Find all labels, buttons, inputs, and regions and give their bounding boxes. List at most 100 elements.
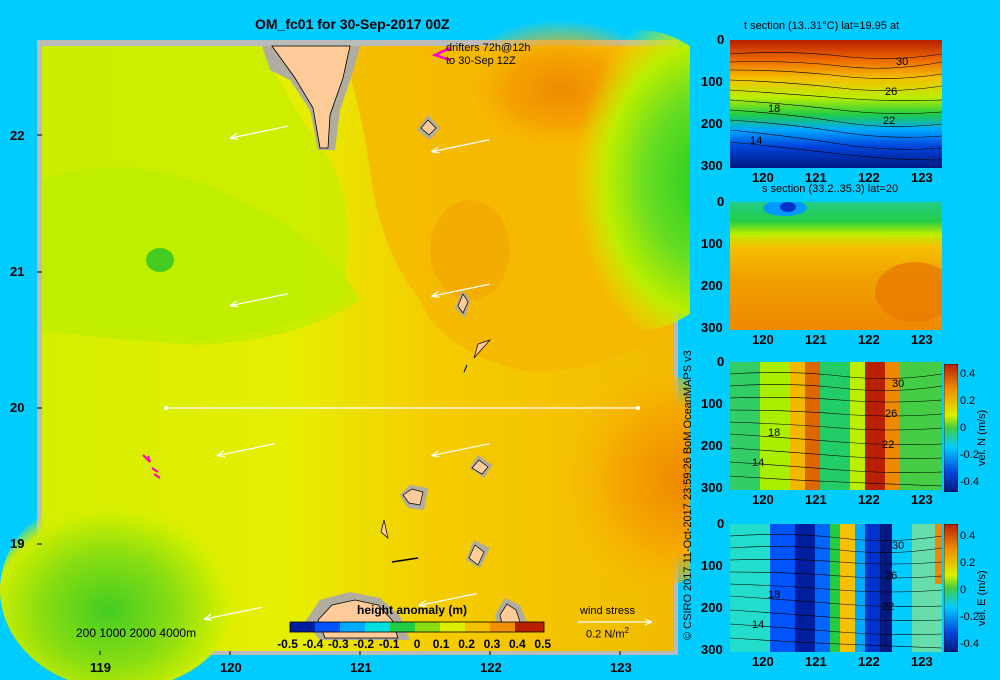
colorbar-tick-label: -0.3 [328, 637, 349, 651]
wind-stress-title: wind stress [580, 605, 636, 617]
section-y-tick-label: 0 [717, 354, 725, 369]
vel-colorbar-tick-label: 0.2 [960, 395, 976, 407]
vel-colorbar-tick-label: -0.2 [960, 449, 979, 461]
section-y-tick-label: 300 [701, 320, 723, 335]
colorbar-tick-label: 0.2 [458, 637, 475, 651]
section-y-tick-label: 0 [717, 32, 725, 47]
t-contour-label: 22 [883, 115, 895, 127]
section-x-tick-label: 121 [805, 492, 827, 507]
t-section-title: t section (13..31°C) lat=19.95 at [744, 20, 900, 32]
section-y-tick-label: 100 [701, 74, 723, 89]
wind-vector [418, 593, 477, 608]
wind-stress-legend-arrow [578, 618, 653, 626]
colorbar [289, 621, 545, 633]
section-x-tick-label: 122 [858, 332, 880, 347]
section-x-tick-label: 123 [911, 332, 933, 347]
section-y-tick-label: 200 [701, 438, 723, 453]
t-section-plot: 30 26 22 18 14 [730, 40, 942, 168]
section-y-tick-label: 100 [701, 396, 723, 411]
section-x-tick-label: 121 [805, 654, 827, 669]
section-y-tick-label: 200 [701, 278, 723, 293]
vel-n-section-plot: 30 26 22 18 14 [730, 362, 942, 490]
wind-vector [203, 606, 263, 621]
section-x-tick-label: 121 [805, 332, 827, 347]
wind-vector [431, 139, 490, 154]
wind-vector [431, 283, 490, 298]
vel-n-contour-label: 26 [885, 408, 897, 420]
vel-e-colorbar [944, 524, 958, 652]
main-title: OM_fc01 for 30-Sep-2017 00Z [255, 16, 450, 32]
section-x-tick-label: 120 [752, 332, 774, 347]
main-map [0, 20, 690, 680]
s-section-plot [730, 202, 942, 330]
vel-e-section-plot: 30 26 22 18 14 [730, 524, 942, 652]
t-contour-label: 26 [885, 86, 897, 98]
vel-e-contour-label: 26 [885, 570, 897, 582]
colorbar-tick-label: -0.5 [277, 637, 298, 651]
section-y-tick-label: 100 [701, 558, 723, 573]
colorbar-tick-label: 0 [413, 637, 421, 651]
section-x-tick-label: 123 [911, 492, 933, 507]
vel-n-contour-label: 14 [752, 457, 764, 469]
section-x-tick-label: 120 [752, 654, 774, 669]
wind-vector [229, 293, 289, 308]
section-x-tick-label: 122 [858, 170, 880, 185]
vel-colorbar-tick-label: -0.2 [960, 611, 979, 623]
map-x-tick-label: 123 [610, 660, 632, 675]
vel-colorbar-tick-label: -0.4 [960, 638, 979, 650]
map-x-tick-label: 120 [220, 660, 242, 675]
section-line [164, 406, 640, 410]
colorbar-tick-label: -0.1 [378, 637, 400, 651]
colorbar-tick-label: -0.2 [353, 637, 375, 651]
section-x-tick-label: 123 [911, 170, 933, 185]
colorbar-tick-label: 0.3 [483, 637, 501, 651]
section-x-tick-label: 120 [752, 492, 774, 507]
colorbar-tick-label: -0.4 [302, 637, 324, 651]
drifter-tracks [142, 46, 451, 479]
map-y-tick-label: 21 [10, 264, 25, 279]
map-y-tick-label: 22 [10, 128, 25, 143]
depth-legend: 200 1000 2000 4000m [76, 626, 197, 640]
vel-n-contour-label: 18 [768, 427, 780, 439]
section-y-tick-label: 100 [701, 236, 723, 251]
section-y-tick-label: 200 [701, 116, 723, 131]
section-y-tick-label: 300 [701, 158, 723, 173]
section-y-tick-label: 0 [717, 516, 725, 531]
section-x-tick-label: 120 [752, 170, 774, 185]
vel-n-contour-label: 22 [882, 439, 894, 451]
vel-e-contour-label: 14 [752, 619, 764, 631]
s-section-title: s section (33.2..35.3) lat=20 [762, 183, 899, 195]
colorbar-tick-label: 0.1 [432, 637, 450, 651]
wind-stress-value: 0.2 N/m2 [586, 626, 629, 641]
vel-e-contour-label: 18 [768, 589, 780, 601]
colorbar-title: height anomaly (m) [357, 603, 468, 617]
colorbar-tick-label: 0.5 [534, 637, 552, 651]
t-contour-label: 18 [768, 103, 780, 115]
section-y-tick-label: 300 [701, 642, 723, 657]
vel-n-contour-label: 30 [892, 378, 904, 390]
credit-text: © CSIRO 2017 11-Oct-2017 23:59:26 BoM Oc… [682, 350, 694, 640]
axis-ticks [37, 134, 621, 655]
map-x-tick-label: 121 [350, 660, 372, 675]
section-x-tick-label: 122 [858, 492, 880, 507]
map-y-tick-label: 19 [10, 536, 25, 551]
map-x-tick-label: 119 [90, 660, 111, 675]
height-anomaly-field [0, 20, 690, 680]
section-y-tick-label: 300 [701, 480, 723, 495]
section-y-tick-label: 0 [717, 194, 725, 209]
map-x-tick-label: 122 [480, 660, 502, 675]
wind-vector [229, 125, 289, 140]
t-contour-label: 30 [896, 56, 908, 68]
wind-vector [216, 443, 276, 458]
vel-colorbar-tick-label: -0.4 [960, 476, 979, 488]
vel-e-contour-label: 30 [892, 540, 904, 552]
vel-n-colorbar [944, 364, 958, 492]
section-x-tick-label: 121 [805, 170, 827, 185]
drifter-note-line2: to 30-Sep 12Z [446, 55, 516, 67]
vel-colorbar-tick-label: 0.4 [960, 368, 976, 380]
colorbar-tick-label: 0.4 [509, 637, 526, 651]
drifter-note-line1: drifters 72h@12h [446, 42, 531, 54]
map-y-tick-label: 20 [10, 400, 25, 415]
vel-colorbar-tick-label: 0 [960, 422, 967, 434]
vel-colorbar-tick-label: 0.4 [960, 530, 976, 542]
